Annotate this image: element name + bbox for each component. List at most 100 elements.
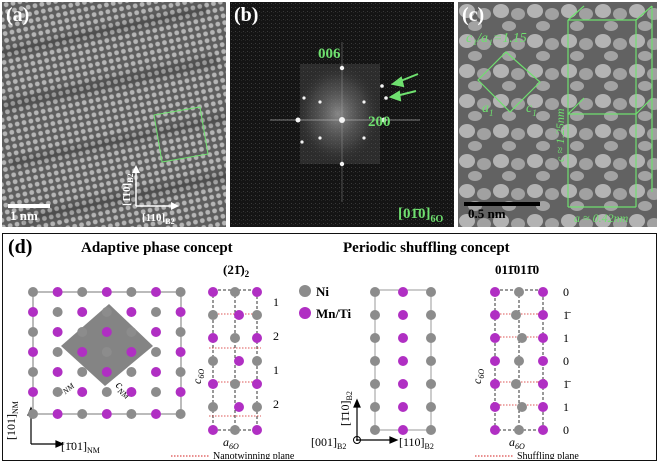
ni-atom [151, 307, 161, 317]
legend-ni-atom [299, 285, 311, 297]
ni-atom [208, 310, 218, 320]
ni-atom [426, 287, 436, 297]
b2-dir-110: [110] [399, 435, 425, 449]
shuffle-layer-label: 1 [563, 331, 569, 345]
shuffling-legend: Shuffling plane [517, 451, 579, 459]
panel-label-c: (c) [462, 4, 485, 26]
svg-text:[110]B2: [110]B2 [142, 212, 175, 226]
ni-atom [126, 287, 137, 297]
ni-atom [230, 287, 240, 297]
lattice-parameter-overlay [477, 5, 653, 208]
mnti-atom [77, 307, 88, 317]
svg-text:c6O: c6O [470, 369, 486, 384]
ni-atom [511, 310, 521, 320]
mnti-atom [101, 327, 112, 337]
ni-atom [175, 327, 186, 337]
ni-atom [52, 387, 63, 397]
a-length-label: a ≈ 0.42nm [574, 211, 629, 225]
ni-atom [370, 356, 380, 366]
c-length-label: c ≈ 1.25nm [553, 108, 567, 162]
b2-dir-vertical: [1̄10] [338, 400, 352, 426]
mnti-atom [538, 333, 548, 343]
c1-label: c [526, 101, 533, 116]
ni-atom [52, 307, 63, 317]
direction-label-horizontal: [110] [142, 212, 165, 224]
shuffle-layer-label: 0 [563, 354, 569, 368]
shuffle-layer-label: 0 [563, 285, 569, 299]
mnti-atom [252, 425, 262, 435]
mnti-atom [52, 327, 63, 337]
ni-atom [126, 327, 137, 337]
ni-atom [77, 327, 88, 337]
ni-atom [101, 347, 112, 357]
mnti-atom [538, 425, 548, 435]
ni-atom [28, 327, 38, 337]
ni-atom [77, 367, 88, 377]
mnti-atom [398, 333, 408, 343]
ni-atom [126, 409, 137, 419]
mnti-atom [398, 402, 408, 412]
mnti-atom [398, 425, 408, 435]
mnti-atom [151, 367, 161, 377]
mnti-atom [252, 287, 262, 297]
mnti-atom [234, 356, 244, 366]
ni-atom [28, 367, 38, 377]
mnti-atom [252, 333, 262, 343]
nm-dir-horizontal: [1̄01] [61, 439, 87, 453]
c-6o-label-shuffle: c [470, 378, 484, 384]
ni-atom [230, 425, 240, 435]
mnti-atom [208, 287, 218, 297]
a-6o-label-adaptive: a [223, 435, 229, 449]
svg-text:c1: c1 [526, 101, 537, 118]
panel-b-fft: 006 200 [01̄0]6O (b) [230, 2, 454, 227]
svg-text:[001]B2: [001]B2 [311, 435, 346, 451]
ni-atom [252, 310, 262, 320]
mnti-atom [538, 310, 548, 320]
ni-atom [370, 310, 380, 320]
scale-bar-label-c: 0.5 nm [468, 206, 506, 221]
legend-mnti-atom [299, 307, 311, 319]
mnti-atom [398, 356, 408, 366]
svg-text:a6O: a6O [223, 435, 239, 451]
svg-text:[1̄01]NM: [1̄01]NM [61, 439, 100, 455]
legend-ni-label: Ni [316, 284, 329, 299]
shuffling-title: Periodic shuffling concept [343, 240, 510, 256]
adaptive-title: Adaptive phase concept [81, 240, 233, 256]
ni-atom [370, 333, 380, 343]
ni-atom [28, 409, 38, 419]
ni-atom [252, 356, 262, 366]
ni-atom [252, 402, 262, 412]
adaptive-layer-label: 1 [273, 363, 279, 377]
mnti-atom [398, 379, 408, 389]
ni-atom [208, 402, 218, 412]
zoomed-lattice-image: c₁/a₁=1.15 a1 c1 c ≈ 1.25nm a ≈ 0.42nm 0… [458, 2, 657, 227]
ni-atom [426, 333, 436, 343]
nm-dir-vertical: [101] [4, 414, 18, 440]
mnti-atom [28, 347, 38, 357]
mnti-atom [538, 356, 548, 366]
ni-atom [175, 287, 186, 297]
mnti-atom [52, 287, 63, 297]
ni-atom [101, 387, 112, 397]
ni-atom [370, 425, 380, 435]
ni-atom [370, 379, 380, 389]
crystal-structure-diagrams: (21̄)2 011̄011̄0 [101]NM [1̄01]NM aNM cN… [4, 262, 579, 459]
mnti-atom [101, 287, 112, 297]
stacking-adaptive-label: (21̄) [223, 262, 245, 277]
ni-atom [77, 409, 88, 419]
mnti-atom [52, 409, 63, 419]
svg-text:a6O: a6O [509, 435, 525, 451]
ni-atom [175, 367, 186, 377]
mnti-atom [490, 425, 500, 435]
ni-atom [511, 379, 521, 389]
spot-label-006: 006 [318, 46, 341, 62]
mnti-atom [490, 402, 500, 412]
mnti-atom [234, 402, 244, 412]
mnti-atom [151, 409, 161, 419]
mnti-atom [490, 310, 500, 320]
ni-atom [52, 347, 63, 357]
adaptive-layer-label: 2 [273, 397, 279, 411]
ni-atom [175, 409, 186, 419]
mnti-atom [490, 356, 500, 366]
mnti-atom [151, 287, 161, 297]
